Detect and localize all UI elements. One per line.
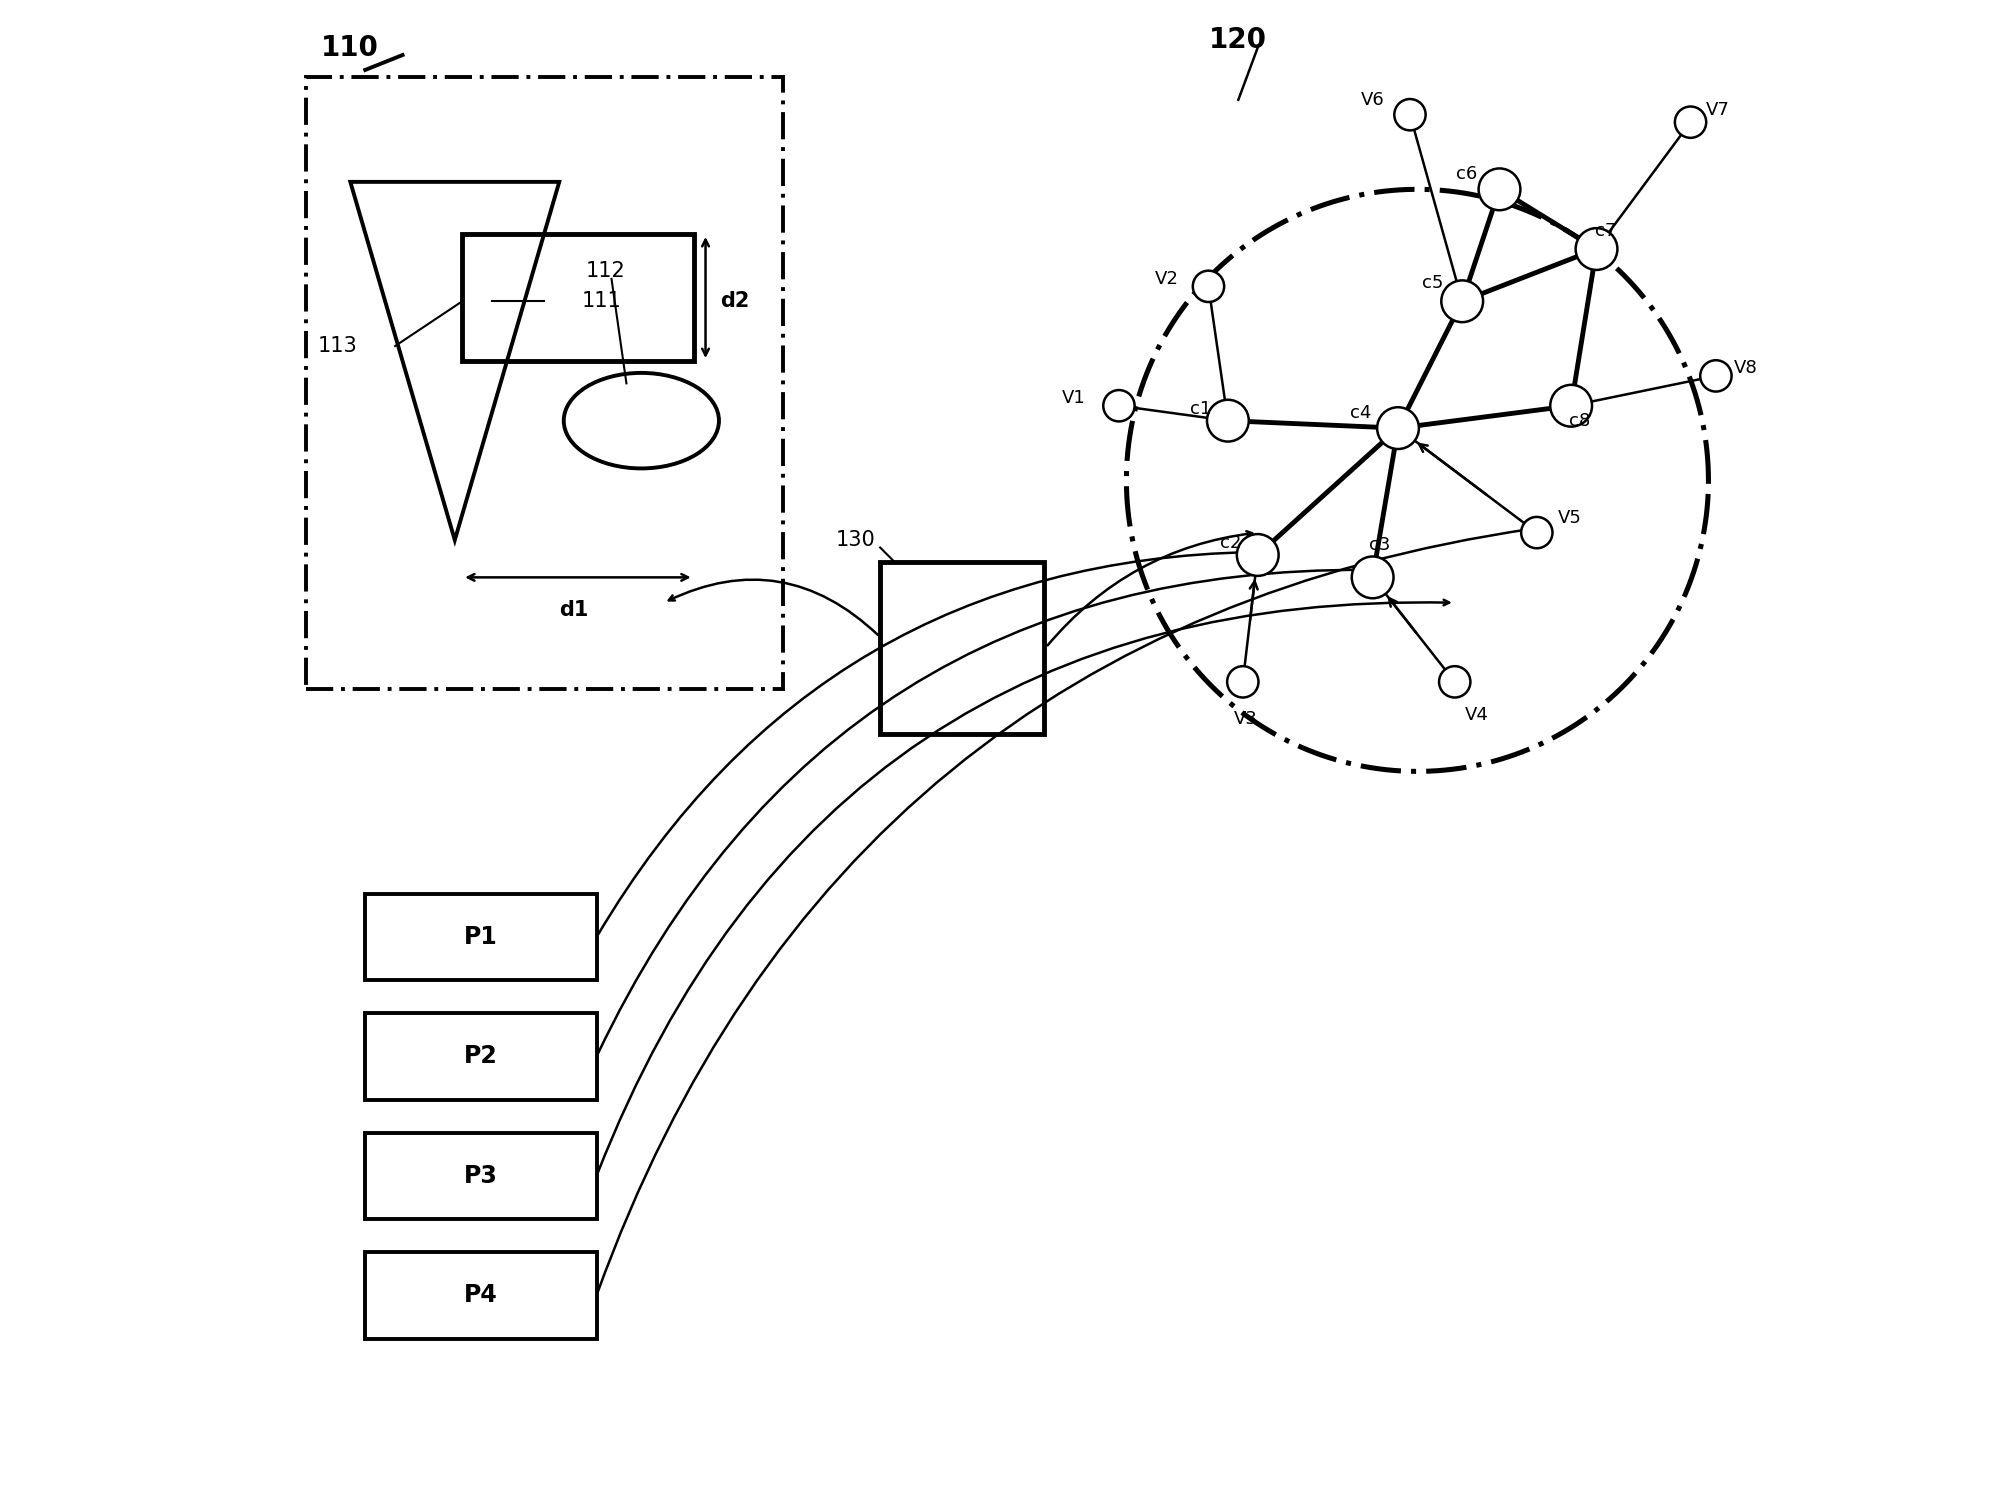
Circle shape [1676,106,1706,138]
Bar [306,78,783,689]
Text: c7: c7 [1595,222,1615,240]
Text: V4: V4 [1464,706,1488,724]
Bar [880,562,1045,734]
Text: c3: c3 [1370,536,1392,554]
Bar [365,1252,596,1339]
Text: 112: 112 [586,262,626,282]
Text: c6: c6 [1456,165,1478,183]
Text: P4: P4 [463,1284,497,1308]
Circle shape [1206,400,1249,442]
Text: P1: P1 [463,926,497,950]
Circle shape [1575,228,1617,270]
Circle shape [1442,280,1482,322]
Text: V1: V1 [1061,389,1086,407]
Text: 111: 111 [582,291,622,312]
Circle shape [1440,667,1470,698]
Text: V2: V2 [1154,270,1178,288]
Bar [365,1013,596,1100]
Bar [365,894,596,980]
Circle shape [1378,407,1420,449]
Circle shape [1192,271,1225,303]
Text: c4: c4 [1349,404,1372,422]
Text: 110: 110 [320,33,379,61]
Text: P3: P3 [463,1164,497,1188]
Text: 113: 113 [318,336,356,357]
Circle shape [1478,168,1521,210]
Text: V7: V7 [1706,102,1730,120]
Text: V5: V5 [1557,509,1581,527]
Circle shape [1351,556,1394,598]
Circle shape [1394,99,1426,130]
Circle shape [1227,667,1259,698]
Bar [365,1132,596,1219]
Text: c1: c1 [1190,400,1212,418]
Circle shape [1237,535,1279,575]
Text: d2: d2 [721,291,749,312]
Text: c2: c2 [1220,535,1241,553]
Text: c5: c5 [1422,274,1444,292]
Bar [463,234,693,361]
Circle shape [1521,517,1553,548]
Circle shape [1551,385,1591,427]
Text: d1: d1 [560,599,588,620]
Circle shape [1700,360,1732,391]
Text: P2: P2 [463,1044,497,1068]
Text: V6: V6 [1361,91,1384,109]
Text: V8: V8 [1734,360,1758,377]
Text: 130: 130 [836,530,876,550]
Text: 120: 120 [1208,25,1267,54]
Text: c8: c8 [1569,412,1591,430]
Circle shape [1104,389,1134,421]
Text: V3: V3 [1235,710,1257,728]
